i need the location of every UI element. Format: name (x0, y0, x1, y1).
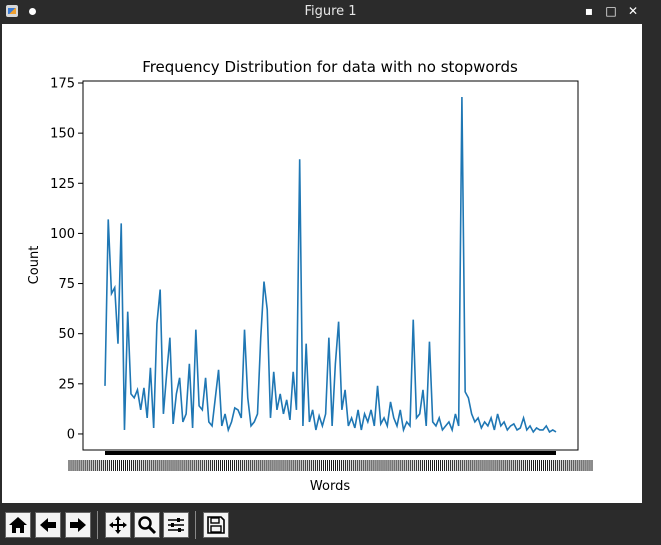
home-button[interactable] (5, 512, 31, 538)
window-title: Figure 1 (304, 4, 357, 19)
forward-button[interactable] (65, 512, 91, 538)
y-tick-label: 100 (50, 227, 75, 242)
x-axis-ticks (68, 451, 593, 471)
home-icon (9, 517, 27, 533)
y-tick-label: 125 (50, 177, 75, 192)
chart: Frequency Distribution for data with no … (27, 58, 593, 494)
sliders-icon (168, 518, 184, 532)
series-line (104, 97, 557, 434)
arrow-left-icon (40, 518, 56, 532)
app-icon (6, 5, 18, 17)
zoom-button[interactable] (134, 512, 160, 538)
move-icon (109, 516, 127, 534)
pan-button[interactable] (105, 512, 131, 538)
minimize-button[interactable]: ▪ (584, 4, 594, 18)
pin-icon[interactable] (29, 8, 36, 15)
figure-canvas[interactable]: Frequency Distribution for data with no … (2, 24, 642, 503)
navigation-toolbar (0, 503, 661, 545)
y-tick-label: 0 (67, 427, 75, 442)
configure-subplots-button[interactable] (163, 512, 189, 538)
maximize-button[interactable]: □ (605, 4, 617, 18)
y-axis-label: Count (27, 246, 42, 285)
y-tick-label: 150 (50, 127, 75, 142)
title-bar: Figure 1 ▪ □ ✕ (0, 0, 661, 24)
arrow-right-icon (70, 518, 86, 532)
y-axis: 0 25 50 75 100 125 150 175 (50, 77, 83, 442)
zoom-icon (138, 516, 157, 535)
plot-frame (82, 80, 579, 451)
back-button[interactable] (35, 512, 61, 538)
y-tick-label: 175 (50, 77, 75, 92)
y-tick-label: 50 (58, 327, 75, 342)
x-axis-label: Words (310, 479, 350, 494)
window-edge (642, 24, 661, 503)
chart-title: Frequency Distribution for data with no … (142, 58, 518, 76)
toolbar-separator (195, 511, 196, 539)
y-tick-label: 25 (58, 377, 75, 392)
toolbar-separator (97, 511, 98, 539)
close-button[interactable]: ✕ (627, 4, 639, 18)
x-tick-marks (105, 451, 556, 455)
y-tick-label: 75 (58, 277, 75, 292)
save-icon (207, 516, 225, 534)
save-button[interactable] (203, 512, 229, 538)
